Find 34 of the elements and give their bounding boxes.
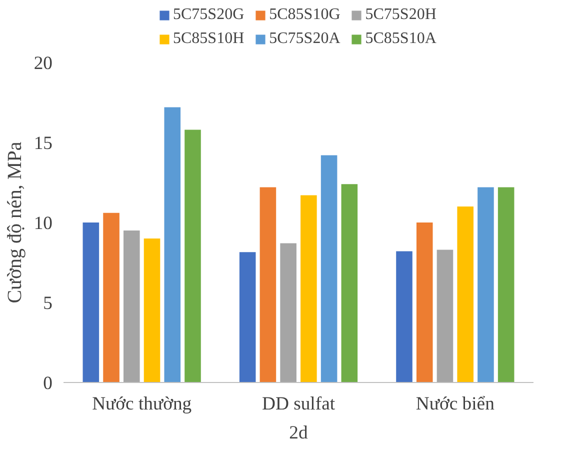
- legend-label: 5C85S10G: [269, 6, 340, 24]
- bar: [436, 250, 454, 382]
- bar: [124, 230, 140, 382]
- bar: [184, 130, 201, 382]
- bar: [457, 206, 474, 382]
- bar: [320, 155, 338, 382]
- bar: [260, 187, 276, 382]
- bar: [416, 222, 433, 382]
- x-tick-label: Nước thường: [92, 394, 192, 414]
- x-tick-label: Nước biển: [416, 394, 496, 414]
- bar: [300, 195, 317, 382]
- y-tick-label: 20: [34, 53, 52, 74]
- bar: [341, 184, 358, 382]
- bar: [82, 222, 100, 382]
- bar: [478, 187, 494, 382]
- bar: [164, 107, 181, 382]
- bar: [239, 252, 256, 382]
- y-axis-title: Cường độ nén, MPa: [4, 142, 26, 304]
- y-tick-label: 5: [43, 293, 52, 314]
- y-tick-label: 10: [34, 213, 52, 234]
- bar: [144, 238, 160, 382]
- bar: [396, 251, 412, 382]
- legend-label: 5C85S10H: [173, 30, 244, 48]
- x-tick-label: DD sulfat: [262, 394, 336, 414]
- bar: [498, 187, 514, 382]
- bar: [280, 243, 296, 382]
- x-axis-title: 2d: [289, 422, 308, 444]
- y-tick-label: 0: [43, 373, 52, 394]
- y-tick-label: 15: [34, 133, 52, 154]
- legend-label: 5C75S20A: [269, 30, 340, 48]
- bar: [103, 212, 120, 382]
- legend-label: 5C85S10A: [365, 30, 436, 48]
- legend-label: 5C75S20G: [173, 6, 244, 24]
- legend-label: 5C75S20H: [365, 6, 436, 24]
